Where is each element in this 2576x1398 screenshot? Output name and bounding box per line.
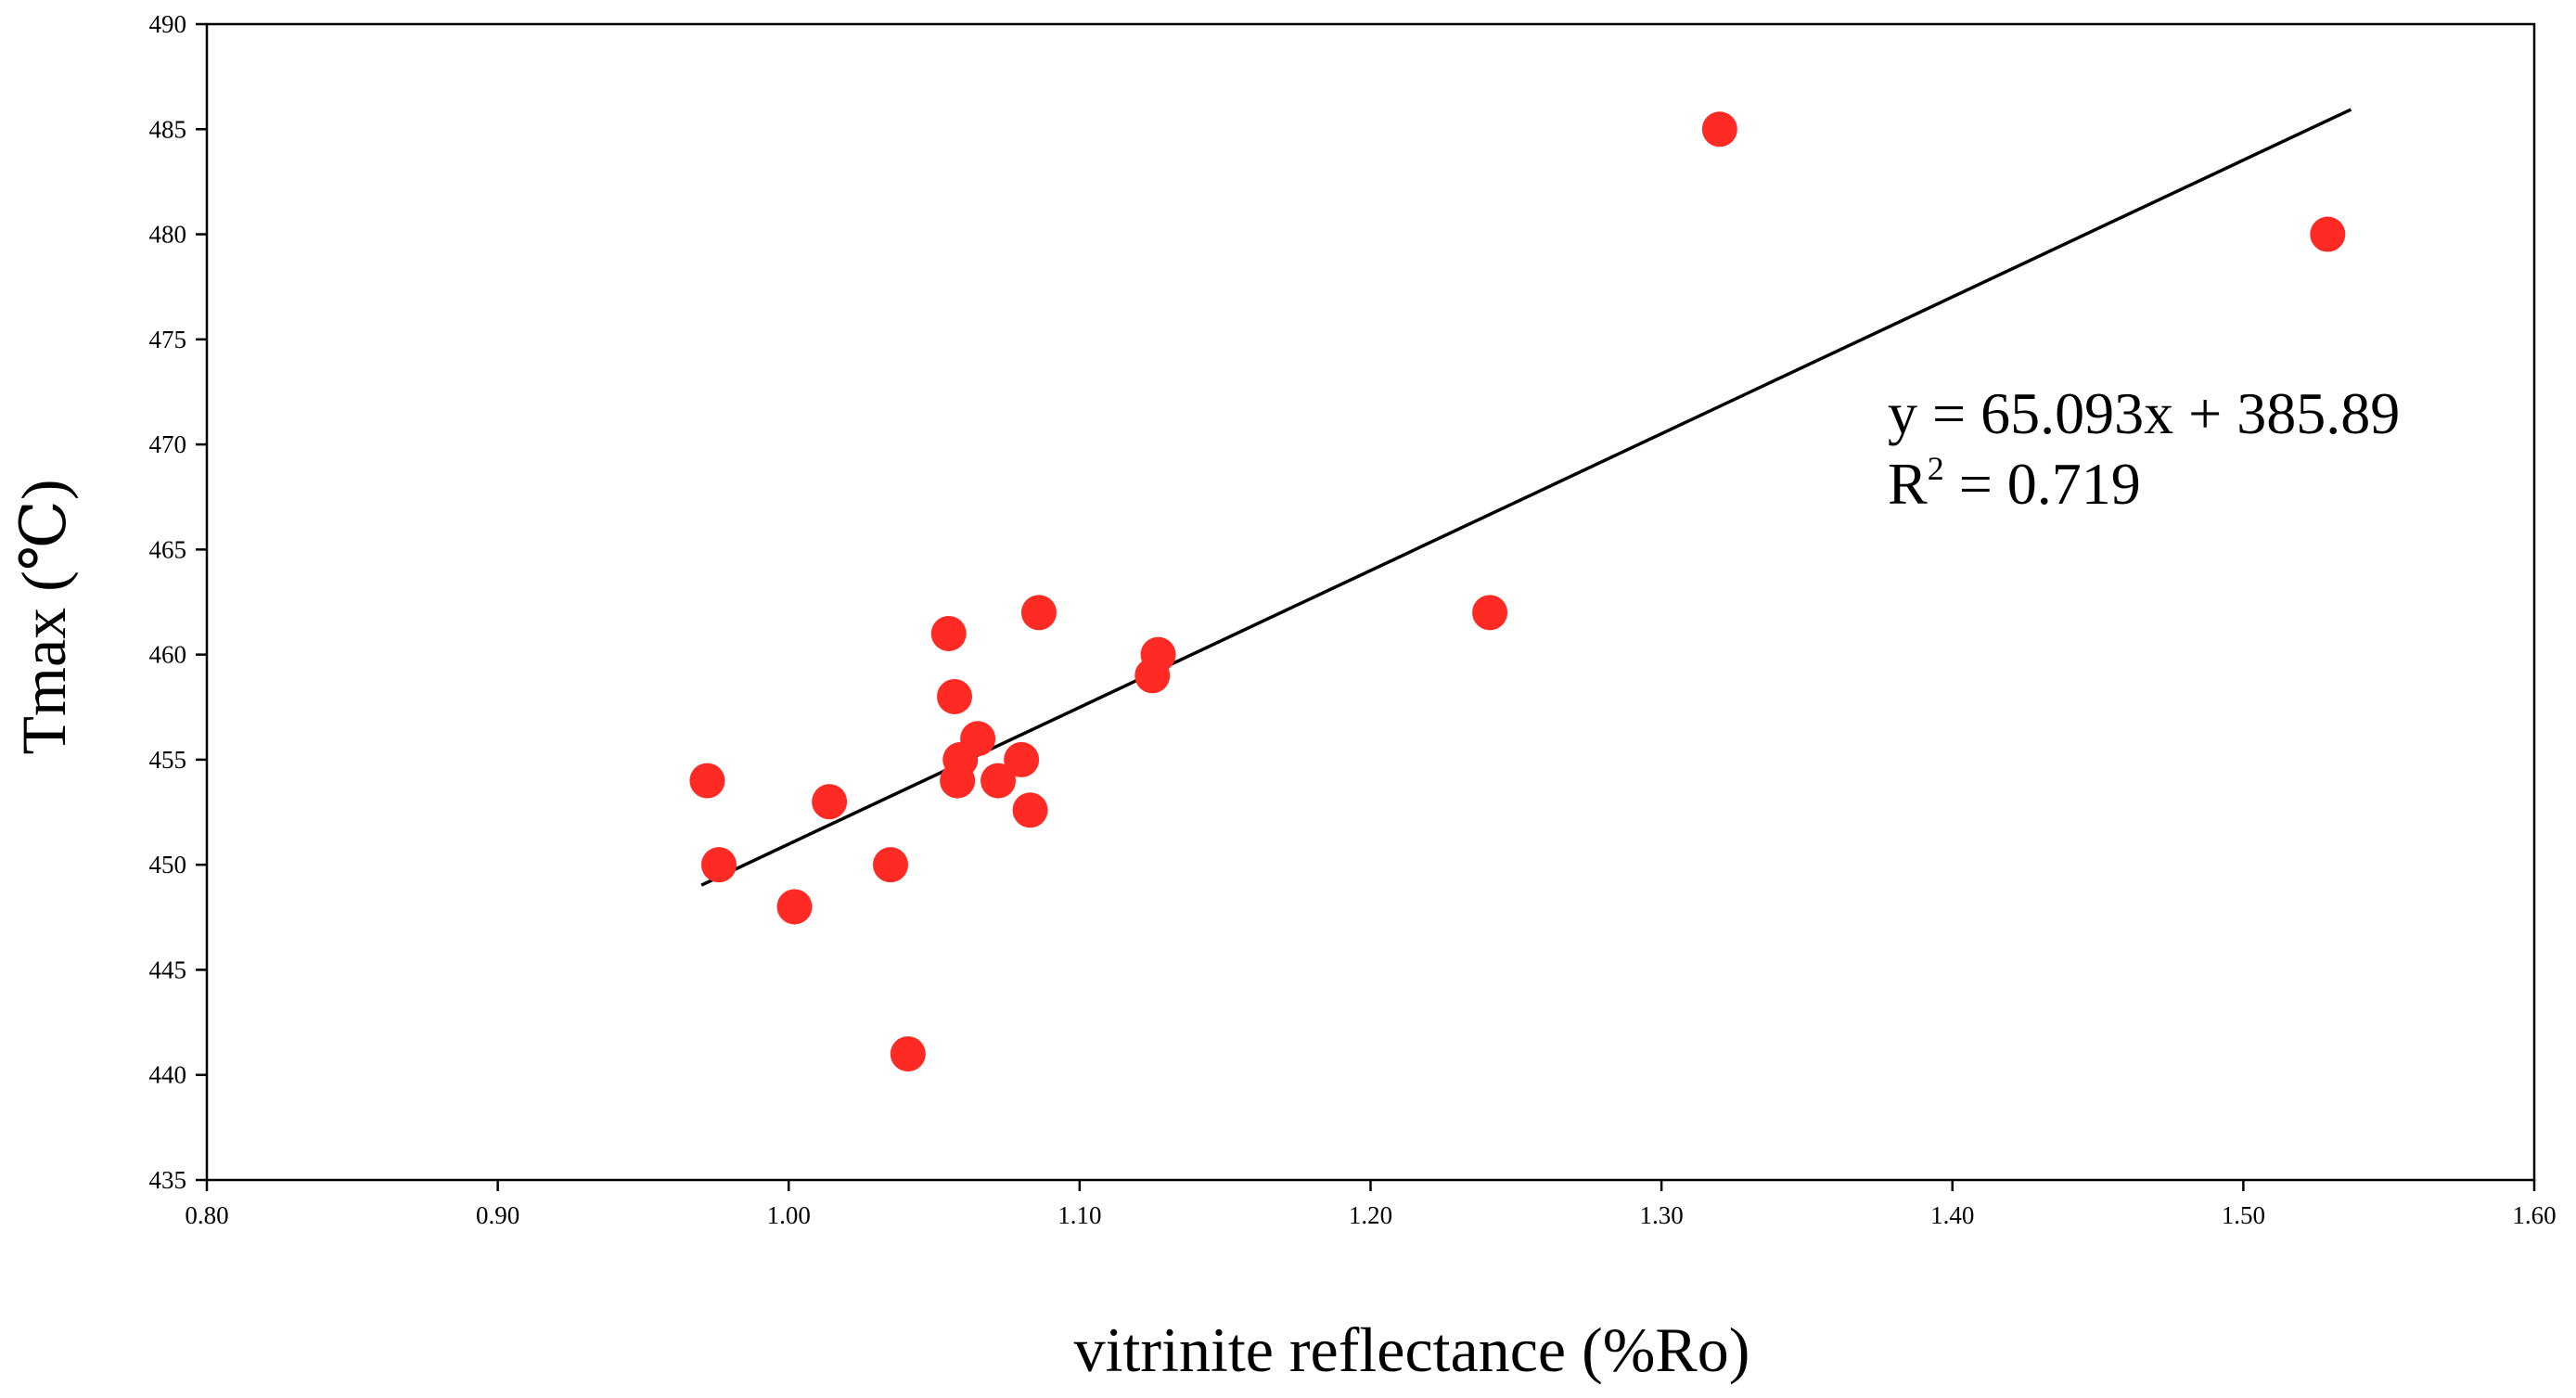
y-tick-label: 485 bbox=[149, 115, 187, 143]
data-point bbox=[1020, 595, 1057, 631]
y-tick-label: 435 bbox=[149, 1166, 187, 1194]
y-tick-label: 450 bbox=[149, 851, 187, 879]
r-squared-letter: R bbox=[1888, 451, 1928, 517]
x-tick-label: 1.00 bbox=[767, 1201, 811, 1229]
y-tick-label: 480 bbox=[149, 221, 187, 249]
y-tick-label: 445 bbox=[149, 956, 187, 983]
y-axis-ticks: 435 440 445 450 455 460 465 470 475 480 485 490 bbox=[149, 10, 207, 1194]
y-tick-label: 465 bbox=[149, 535, 187, 563]
y-tick-label: 490 bbox=[149, 10, 187, 38]
data-point bbox=[689, 763, 725, 799]
data-point bbox=[1004, 741, 1040, 777]
x-tick-label: 1.40 bbox=[1930, 1201, 1974, 1229]
x-axis-ticks: 0.80 0.90 1.00 1.10 1.20 1.30 1.40 1.50 1.60 bbox=[185, 1180, 2557, 1229]
data-point bbox=[937, 678, 973, 714]
data-point bbox=[980, 763, 1017, 799]
r-squared-value: = 0.719 bbox=[1944, 451, 2141, 517]
data-point bbox=[890, 1036, 926, 1072]
x-tick-label: 1.30 bbox=[1640, 1201, 1684, 1229]
y-tick-label: 455 bbox=[149, 746, 187, 774]
plot-frame bbox=[205, 22, 2536, 1182]
data-point bbox=[960, 721, 996, 757]
x-tick-label: 1.10 bbox=[1057, 1201, 1101, 1229]
data-point bbox=[873, 847, 909, 883]
data-point bbox=[1140, 636, 1176, 673]
data-point bbox=[700, 847, 737, 883]
data-point bbox=[1701, 111, 1737, 147]
data-point bbox=[1472, 595, 1508, 631]
y-tick-label: 440 bbox=[149, 1061, 187, 1089]
r-squared-label: R2 = 0.719 bbox=[1888, 450, 2141, 517]
x-axis-title: vitrinite reflectance (%Ro) bbox=[1074, 1315, 1750, 1385]
x-tick-label: 1.50 bbox=[2222, 1201, 2265, 1229]
y-tick-label: 475 bbox=[149, 326, 187, 353]
x-tick-label: 0.80 bbox=[185, 1201, 228, 1229]
regression-equation: y = 65.093x + 385.89 bbox=[1888, 380, 2400, 446]
x-tick-label: 1.20 bbox=[1349, 1201, 1392, 1229]
data-point bbox=[812, 784, 848, 820]
r-squared-exponent: 2 bbox=[1928, 450, 1944, 487]
data-point bbox=[930, 615, 967, 651]
data-point bbox=[776, 889, 813, 925]
points-layer bbox=[689, 111, 2346, 1072]
x-tick-label: 1.60 bbox=[2512, 1201, 2556, 1229]
y-axis-title: Tmax (℃) bbox=[8, 480, 79, 755]
data-point bbox=[2310, 216, 2346, 252]
data-point bbox=[1012, 792, 1048, 828]
y-tick-label: 470 bbox=[149, 430, 187, 458]
x-tick-label: 0.90 bbox=[476, 1201, 519, 1229]
y-tick-label: 460 bbox=[149, 641, 187, 669]
